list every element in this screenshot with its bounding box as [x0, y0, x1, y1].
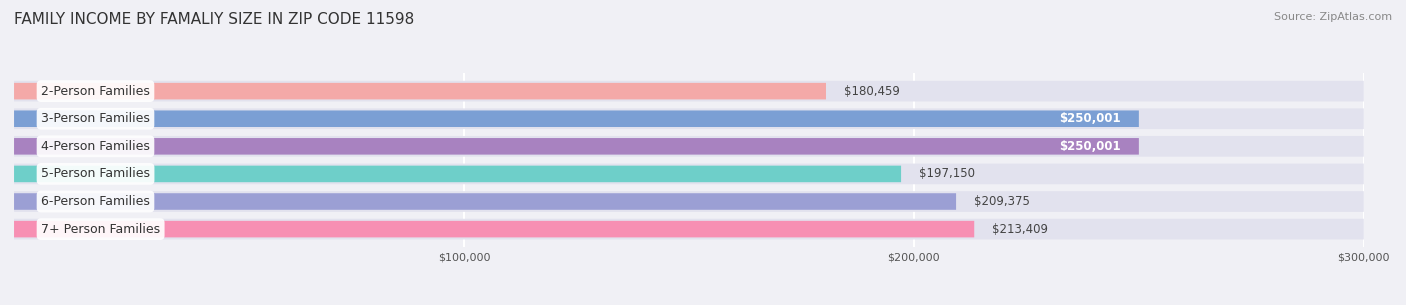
FancyBboxPatch shape: [14, 81, 1364, 102]
FancyBboxPatch shape: [14, 219, 1364, 239]
FancyBboxPatch shape: [14, 221, 974, 237]
Text: FAMILY INCOME BY FAMALIY SIZE IN ZIP CODE 11598: FAMILY INCOME BY FAMALIY SIZE IN ZIP COD…: [14, 12, 415, 27]
Text: 3-Person Families: 3-Person Families: [41, 112, 150, 125]
Text: $250,001: $250,001: [1059, 140, 1121, 153]
Text: $213,409: $213,409: [993, 223, 1049, 236]
FancyBboxPatch shape: [14, 83, 825, 99]
Text: $180,459: $180,459: [844, 84, 900, 98]
FancyBboxPatch shape: [14, 191, 1364, 212]
Text: $250,001: $250,001: [1059, 112, 1121, 125]
FancyBboxPatch shape: [14, 193, 956, 210]
Text: 5-Person Families: 5-Person Families: [41, 167, 150, 181]
Text: $197,150: $197,150: [920, 167, 976, 181]
Text: $209,375: $209,375: [974, 195, 1031, 208]
FancyBboxPatch shape: [14, 163, 1364, 184]
Text: 2-Person Families: 2-Person Families: [41, 84, 150, 98]
FancyBboxPatch shape: [14, 166, 901, 182]
Text: 4-Person Families: 4-Person Families: [41, 140, 150, 153]
Text: 7+ Person Families: 7+ Person Families: [41, 223, 160, 236]
Text: Source: ZipAtlas.com: Source: ZipAtlas.com: [1274, 12, 1392, 22]
FancyBboxPatch shape: [14, 138, 1139, 155]
FancyBboxPatch shape: [14, 108, 1364, 129]
FancyBboxPatch shape: [14, 136, 1364, 157]
FancyBboxPatch shape: [14, 110, 1139, 127]
Text: 6-Person Families: 6-Person Families: [41, 195, 150, 208]
